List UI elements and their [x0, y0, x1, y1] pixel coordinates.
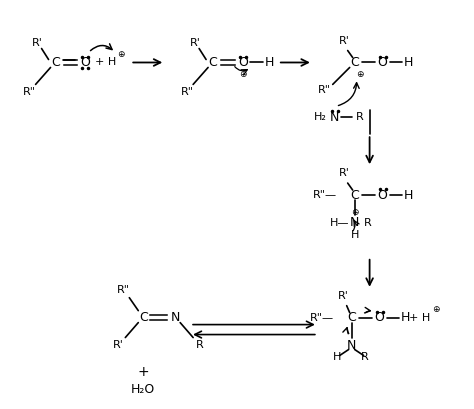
Text: R": R"	[117, 285, 130, 295]
Text: R: R	[356, 112, 364, 122]
Text: R: R	[196, 339, 204, 350]
Text: C: C	[350, 56, 359, 69]
Text: H: H	[404, 56, 413, 69]
Text: R': R'	[338, 291, 349, 301]
Text: C: C	[350, 189, 359, 202]
Text: ⊕: ⊕	[118, 50, 125, 59]
Text: R": R"	[181, 88, 194, 97]
Text: H: H	[401, 311, 410, 324]
Text: C: C	[347, 311, 356, 324]
Text: N: N	[330, 111, 339, 124]
Text: + H: + H	[95, 58, 116, 67]
Text: R: R	[361, 353, 368, 362]
Text: + H: + H	[409, 312, 430, 323]
Text: R"—: R"—	[313, 190, 337, 200]
Text: H: H	[333, 353, 341, 362]
Text: O: O	[378, 56, 388, 69]
Text: N: N	[350, 216, 359, 229]
Text: R': R'	[339, 168, 350, 178]
Text: O: O	[378, 189, 388, 202]
Text: O: O	[374, 311, 384, 324]
Text: +: +	[137, 365, 149, 380]
Text: R"—: R"—	[310, 312, 334, 323]
Text: H: H	[404, 189, 413, 202]
Text: H₂O: H₂O	[131, 383, 155, 396]
Text: R': R'	[339, 36, 350, 45]
Text: R": R"	[318, 85, 331, 95]
Text: N: N	[347, 339, 356, 352]
Text: ⊕: ⊕	[356, 70, 364, 79]
Text: C: C	[51, 56, 60, 69]
Text: O: O	[81, 56, 91, 69]
Text: R: R	[364, 218, 372, 228]
Text: H₂: H₂	[314, 112, 327, 122]
Text: ⊕: ⊕	[351, 209, 358, 218]
Text: C: C	[139, 311, 147, 324]
Text: R': R'	[32, 38, 43, 47]
Text: H—: H—	[330, 218, 349, 228]
Text: ⊕: ⊕	[432, 305, 439, 314]
Text: R": R"	[23, 88, 36, 97]
Text: N: N	[171, 311, 180, 324]
Text: H: H	[265, 56, 274, 69]
Text: C: C	[209, 56, 218, 69]
Text: O: O	[238, 56, 248, 69]
Text: R': R'	[113, 339, 124, 350]
Text: R': R'	[190, 38, 201, 47]
Text: H: H	[350, 230, 359, 240]
Text: ⊕: ⊕	[239, 70, 247, 79]
